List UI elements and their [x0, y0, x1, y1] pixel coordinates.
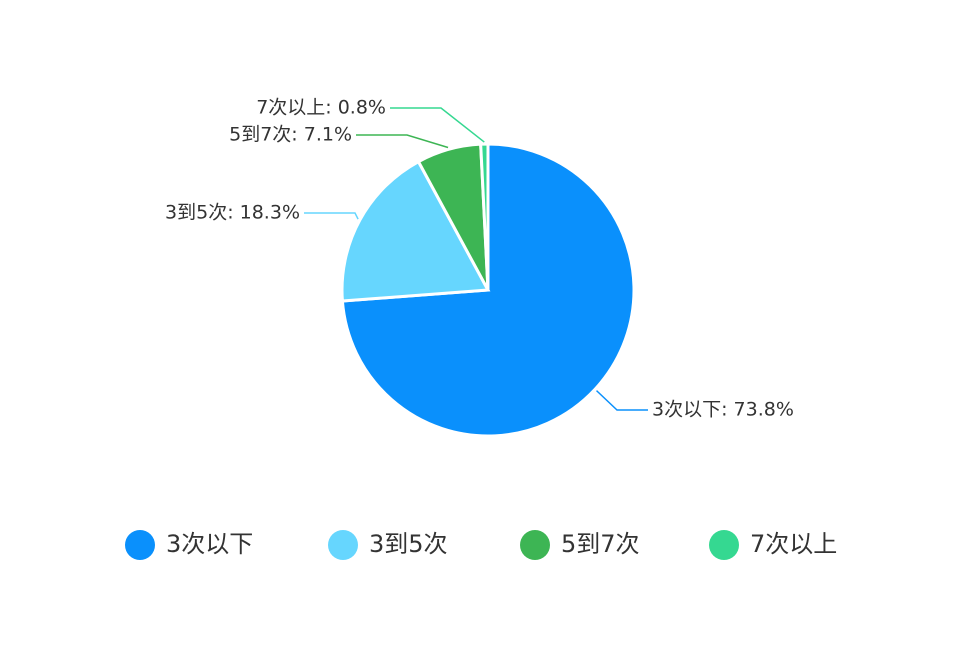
pie-slice	[340, 159, 491, 303]
data-label: 7次以上: 0.8%	[256, 97, 386, 119]
legend-label: 5到7次	[561, 530, 640, 558]
data-label: 3次以下: 73.8%	[652, 399, 794, 421]
leader-line	[390, 107, 485, 143]
leader-line	[356, 134, 449, 149]
legend-label: 7次以上	[750, 530, 837, 558]
leader-line	[596, 390, 648, 411]
leader-line	[304, 212, 359, 220]
pie-slice	[479, 142, 490, 291]
data-label: 3到5次: 18.3%	[165, 202, 300, 224]
data-label: 5到7次: 7.1%	[229, 124, 352, 146]
legend-marker	[328, 530, 358, 560]
legend-marker	[125, 530, 155, 560]
legend-marker	[520, 530, 550, 560]
legend-marker	[709, 530, 739, 560]
legend-label: 3到5次	[369, 530, 448, 558]
legend-label: 3次以下	[166, 530, 253, 558]
